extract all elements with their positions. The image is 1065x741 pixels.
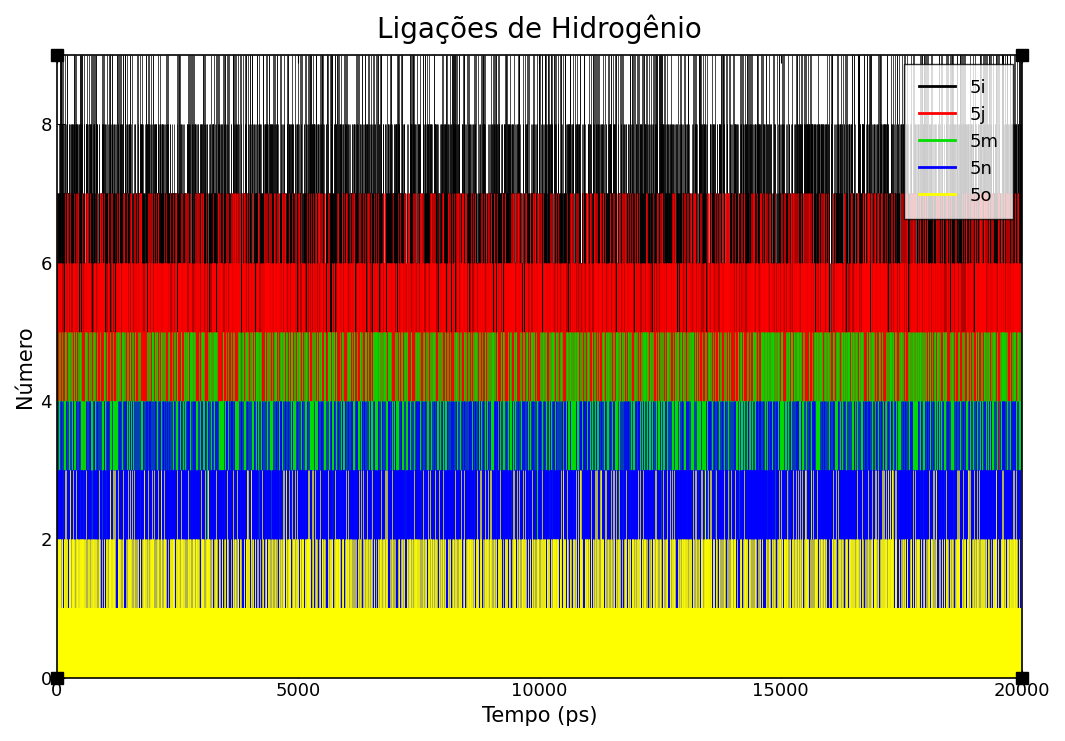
Title: Ligações de Hidrogênio: Ligações de Hidrogênio	[377, 15, 702, 44]
Y-axis label: Número: Número	[15, 325, 35, 408]
X-axis label: Tempo (ps): Tempo (ps)	[481, 706, 597, 726]
Legend: 5i, 5j, 5m, 5n, 5o: 5i, 5j, 5m, 5n, 5o	[904, 64, 1013, 219]
